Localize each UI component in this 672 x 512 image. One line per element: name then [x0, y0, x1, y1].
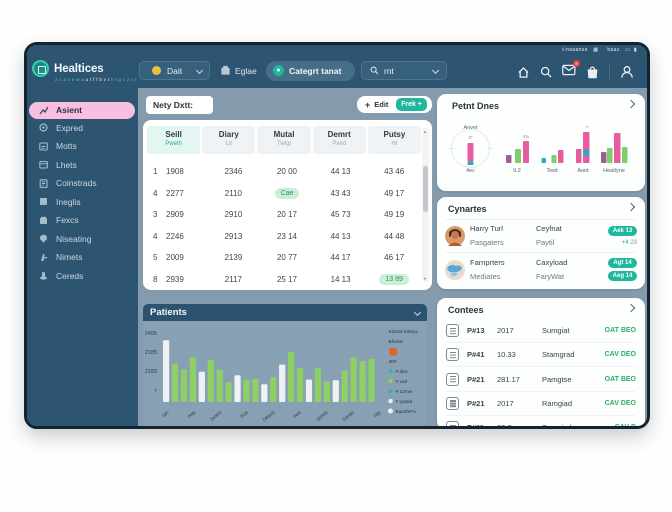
- svg-text:r: r: [155, 388, 157, 394]
- svg-text:# den: # den: [396, 369, 408, 375]
- svg-text:BanzhPrv: BanzhPrv: [396, 409, 417, 415]
- svg-text:(ataxi): (ataxi): [262, 409, 277, 422]
- svg-text:2405: 2405: [145, 331, 157, 337]
- svg-text:**: **: [585, 125, 589, 130]
- svg-text:(antn): (antn): [209, 409, 223, 422]
- svg-text:rttp: rttp: [373, 409, 383, 418]
- svg-text:# vatr: # vatr: [396, 379, 408, 385]
- svg-text:rwg: rwg: [187, 409, 197, 419]
- svg-text:Aont: Aont: [577, 168, 589, 174]
- svg-text:# 12mw: # 12mw: [396, 389, 413, 395]
- svg-text:2185: 2185: [145, 350, 157, 356]
- svg-text:4ec: 4ec: [466, 168, 475, 174]
- svg-text:2antei: 2antei: [341, 409, 355, 422]
- svg-text:KirGat Snteyc: KirGat Snteyc: [389, 329, 419, 335]
- svg-text:4%: 4%: [523, 134, 530, 139]
- svg-text:2183: 2183: [145, 369, 157, 375]
- svg-text:tan: tan: [161, 409, 170, 418]
- svg-text:# iyatad: # iyatad: [396, 399, 413, 405]
- svg-text:Healtyne: Healtyne: [603, 168, 625, 174]
- svg-text:3*: 3*: [468, 135, 473, 140]
- svg-text:trus: trus: [239, 409, 250, 419]
- svg-text:9.2: 9.2: [513, 168, 521, 174]
- svg-text:Tewt: Tewt: [546, 168, 558, 174]
- svg-text:nws: nws: [292, 409, 303, 420]
- svg-text:(anta): (anta): [315, 409, 329, 422]
- svg-text:Bfwrist: Bfwrist: [389, 339, 404, 345]
- svg-text:30#: 30#: [389, 359, 397, 365]
- svg-text:Anvet: Anvet: [463, 125, 478, 131]
